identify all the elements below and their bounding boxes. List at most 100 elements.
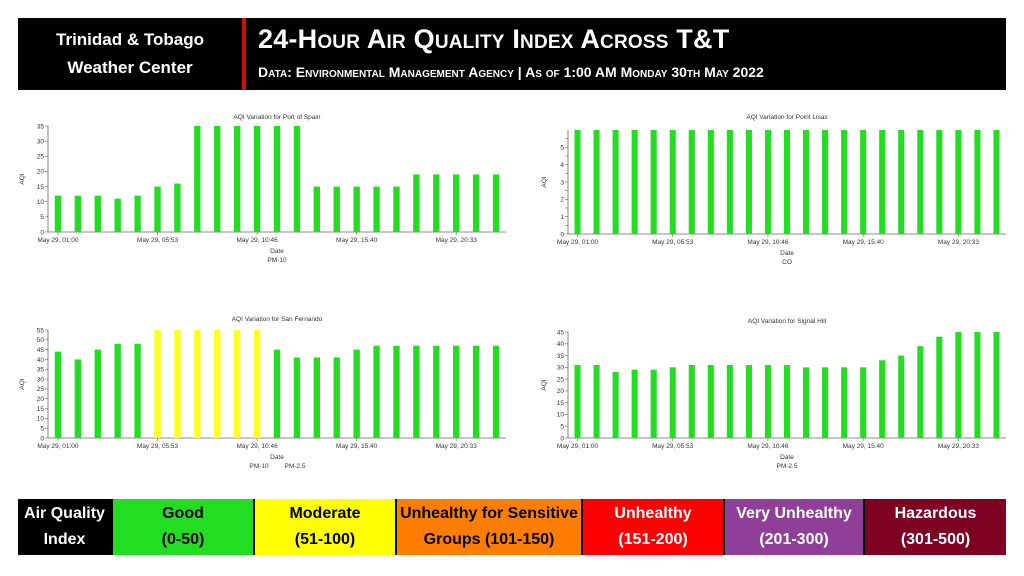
x-tick-label: May 29, 10:46: [236, 443, 278, 450]
bar: [841, 367, 848, 438]
bar: [726, 130, 733, 234]
y-tick-label: 0: [560, 435, 564, 442]
bar: [707, 130, 714, 234]
accent-divider: [242, 18, 246, 90]
bar: [433, 345, 440, 438]
y-tick-label: 3: [560, 179, 564, 186]
bar: [707, 364, 714, 438]
y-tick-label: 30: [37, 138, 45, 145]
y-tick-label: 0: [40, 435, 44, 442]
y-tick-label: 2: [560, 197, 564, 204]
x-tick-label: May 29, 05:53: [137, 443, 179, 450]
y-tick-label: 30: [37, 376, 45, 383]
bar: [74, 359, 82, 438]
bar: [233, 126, 241, 232]
bar: [453, 345, 460, 438]
legend-good: Good (0-50): [113, 499, 255, 555]
chart-title: AQI Variation for Point Lisas: [746, 114, 828, 121]
y-tick-label: 45: [557, 329, 565, 336]
legend-unhealthy: Unhealthy (151-200): [583, 499, 725, 555]
bar: [745, 364, 752, 438]
y-tick-label: 20: [37, 396, 45, 403]
y-tick-label: 25: [37, 386, 45, 393]
y-tick-label: 10: [37, 416, 45, 423]
bar: [936, 130, 943, 234]
chart-title: AQI Variation for San Fernando: [232, 316, 323, 323]
bar: [917, 346, 924, 438]
brand-line-1: Trinidad & Tobago: [56, 30, 204, 49]
bar: [492, 345, 500, 438]
bar: [974, 130, 981, 234]
y-tick-label: 15: [37, 406, 45, 413]
bar: [433, 174, 440, 232]
y-axis-label: AQI: [541, 379, 548, 390]
bar: [453, 174, 460, 232]
bar: [413, 345, 420, 438]
bar: [393, 186, 400, 232]
legend-usg-range: Groups (101-150): [423, 531, 555, 548]
bar: [650, 369, 657, 438]
bar: [253, 126, 261, 232]
bar: [764, 130, 772, 234]
x-tick-label: May 29, 05:53: [652, 443, 694, 450]
brand-block: Trinidad & Tobago Weather Center: [18, 18, 242, 90]
y-tick-label: 4: [560, 162, 564, 169]
bar: [822, 130, 829, 234]
chart-svg: AQI Variation for Point Lisas 0 1 2 3 4 5 AQI Ma…: [541, 114, 1006, 266]
bar: [154, 330, 161, 438]
y-tick-label: 1: [560, 214, 564, 221]
bar: [802, 130, 810, 234]
bar: [860, 367, 867, 438]
bar: [612, 130, 619, 234]
chart-title: AQI Variation for Signal Hill: [748, 318, 827, 325]
x-tick-label: May 29, 10:46: [236, 237, 278, 244]
chart-svg: AQI Variation for Signal Hill 0 5 10 15 20 25 3…: [541, 318, 1006, 470]
bar: [860, 130, 867, 234]
legend-label-line-1: Air Quality: [24, 505, 105, 522]
y-tick-label: 5: [560, 145, 564, 152]
y-axis-label: AQI: [541, 176, 548, 187]
x-tick-label: May 29, 20:33: [436, 443, 478, 450]
pollutant-label: PM-10: [267, 257, 287, 264]
x-tick-label: May 29, 10:46: [747, 443, 789, 450]
legend-unhealthy-name: Unhealthy: [614, 505, 692, 522]
bar: [273, 349, 281, 438]
bar: [353, 349, 360, 438]
bar: [273, 126, 281, 232]
bar: [822, 367, 829, 438]
chart-svg: AQI Variation for San Fernando 0 5 10 15 20 25…: [19, 316, 506, 470]
y-tick-label: 15: [37, 184, 45, 191]
bar: [94, 349, 101, 438]
bar: [373, 345, 380, 438]
bar: [783, 130, 791, 234]
legend-very-unhealthy-range: (201-300): [759, 531, 829, 548]
bar: [174, 330, 181, 438]
x-tick-label: May 29, 01:00: [37, 443, 79, 450]
bar: [293, 357, 301, 438]
legend-moderate-range: (51-100): [294, 531, 356, 548]
bar: [313, 186, 321, 232]
bar: [472, 345, 480, 438]
bar: [413, 174, 420, 232]
x-tick-label: May 29, 10:46: [747, 239, 789, 246]
bar: [134, 343, 141, 438]
y-tick-label: 0: [560, 231, 564, 238]
chart-port-of-spain: AQI Variation for Port of Spain 0 5 10 15 20 2…: [18, 108, 512, 284]
bar: [783, 364, 791, 438]
y-tick-label: 5: [40, 425, 44, 432]
aqi-legend: Air Quality Index Good (0-50) Moderate (…: [18, 499, 1006, 555]
x-tick-label: May 29, 01:00: [37, 237, 79, 244]
legend-label: Air Quality Index: [18, 499, 113, 555]
legend-moderate-name: Moderate: [289, 505, 361, 522]
bar: [253, 330, 261, 438]
y-tick-label: 35: [557, 353, 565, 360]
bar: [114, 198, 121, 232]
y-tick-label: 55: [37, 327, 45, 334]
y-tick-label: 15: [557, 400, 565, 407]
y-tick-label: 50: [37, 337, 45, 344]
y-axis-label: AQI: [19, 378, 26, 389]
page-title: 24-Hour Air Quality Index Across T&T: [258, 24, 730, 54]
x-tick-label: May 29, 15:40: [843, 239, 885, 246]
pollutant-label: PM-2.5: [777, 463, 798, 470]
bar: [612, 372, 619, 438]
